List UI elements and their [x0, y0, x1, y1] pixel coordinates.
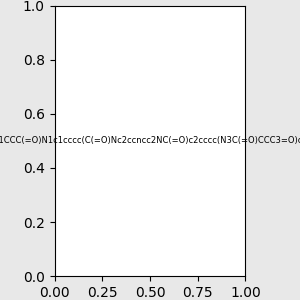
Text: O=C1CCC(=O)N1c1cccc(C(=O)Nc2ccncc2NC(=O)c2cccc(N3C(=O)CCC3=O)c2)c1: O=C1CCC(=O)N1c1cccc(C(=O)Nc2ccncc2NC(=O)…	[0, 136, 300, 146]
